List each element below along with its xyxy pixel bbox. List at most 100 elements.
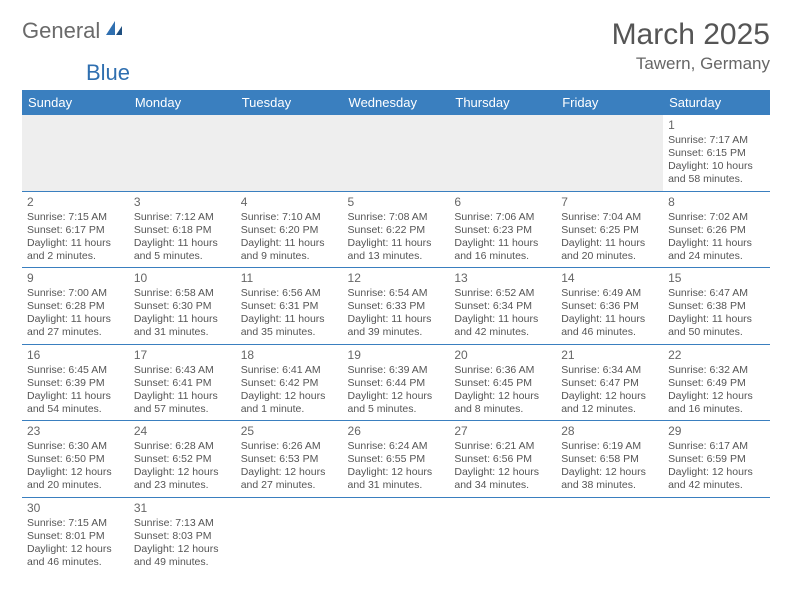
daylight-line: Daylight: 11 hours and 31 minutes. (134, 313, 231, 339)
sunrise-line: Sunrise: 6:41 AM (241, 364, 338, 377)
calendar-cell: 12Sunrise: 6:54 AMSunset: 6:33 PMDayligh… (343, 268, 450, 345)
day-number: 27 (454, 424, 551, 439)
sunrise-line: Sunrise: 6:56 AM (241, 287, 338, 300)
daylight-line: Daylight: 11 hours and 57 minutes. (134, 390, 231, 416)
day-number: 16 (27, 348, 124, 363)
sunset-line: Sunset: 6:28 PM (27, 300, 124, 313)
sunset-line: Sunset: 6:55 PM (348, 453, 445, 466)
sunrise-line: Sunrise: 7:04 AM (561, 211, 658, 224)
day-number: 5 (348, 195, 445, 210)
sunset-line: Sunset: 6:53 PM (241, 453, 338, 466)
sunset-line: Sunset: 6:17 PM (27, 224, 124, 237)
daylight-line: Daylight: 12 hours and 38 minutes. (561, 466, 658, 492)
daylight-line: Daylight: 12 hours and 12 minutes. (561, 390, 658, 416)
sunset-line: Sunset: 6:41 PM (134, 377, 231, 390)
calendar-cell: 9Sunrise: 7:00 AMSunset: 6:28 PMDaylight… (22, 268, 129, 345)
sunset-line: Sunset: 6:52 PM (134, 453, 231, 466)
daylight-line: Daylight: 12 hours and 31 minutes. (348, 466, 445, 492)
day-number: 14 (561, 271, 658, 286)
daylight-line: Daylight: 12 hours and 5 minutes. (348, 390, 445, 416)
calendar-cell: 4Sunrise: 7:10 AMSunset: 6:20 PMDaylight… (236, 191, 343, 268)
calendar-cell: 13Sunrise: 6:52 AMSunset: 6:34 PMDayligh… (449, 268, 556, 345)
day-header: Tuesday (236, 90, 343, 115)
day-number: 12 (348, 271, 445, 286)
day-number: 22 (668, 348, 765, 363)
sunrise-line: Sunrise: 6:52 AM (454, 287, 551, 300)
calendar-cell (343, 497, 450, 573)
calendar-cell: 29Sunrise: 6:17 AMSunset: 6:59 PMDayligh… (663, 421, 770, 498)
calendar-cell: 27Sunrise: 6:21 AMSunset: 6:56 PMDayligh… (449, 421, 556, 498)
calendar-cell (556, 115, 663, 191)
day-number: 26 (348, 424, 445, 439)
daylight-line: Daylight: 12 hours and 8 minutes. (454, 390, 551, 416)
daylight-line: Daylight: 11 hours and 54 minutes. (27, 390, 124, 416)
daylight-line: Daylight: 11 hours and 24 minutes. (668, 237, 765, 263)
sunrise-line: Sunrise: 7:15 AM (27, 517, 124, 530)
daylight-line: Daylight: 12 hours and 23 minutes. (134, 466, 231, 492)
sunset-line: Sunset: 6:33 PM (348, 300, 445, 313)
sunrise-line: Sunrise: 6:19 AM (561, 440, 658, 453)
day-header: Monday (129, 90, 236, 115)
daylight-line: Daylight: 11 hours and 20 minutes. (561, 237, 658, 263)
calendar-cell: 21Sunrise: 6:34 AMSunset: 6:47 PMDayligh… (556, 344, 663, 421)
sunset-line: Sunset: 6:22 PM (348, 224, 445, 237)
daylight-line: Daylight: 12 hours and 46 minutes. (27, 543, 124, 569)
sunrise-line: Sunrise: 7:06 AM (454, 211, 551, 224)
calendar-cell: 28Sunrise: 6:19 AMSunset: 6:58 PMDayligh… (556, 421, 663, 498)
day-number: 9 (27, 271, 124, 286)
daylight-line: Daylight: 10 hours and 58 minutes. (668, 160, 765, 186)
sunrise-line: Sunrise: 7:13 AM (134, 517, 231, 530)
calendar-cell: 3Sunrise: 7:12 AMSunset: 6:18 PMDaylight… (129, 191, 236, 268)
day-number: 31 (134, 501, 231, 516)
sunrise-line: Sunrise: 6:28 AM (134, 440, 231, 453)
calendar-cell: 2Sunrise: 7:15 AMSunset: 6:17 PMDaylight… (22, 191, 129, 268)
day-header: Sunday (22, 90, 129, 115)
sunrise-line: Sunrise: 6:39 AM (348, 364, 445, 377)
calendar-cell: 20Sunrise: 6:36 AMSunset: 6:45 PMDayligh… (449, 344, 556, 421)
day-number: 2 (27, 195, 124, 210)
sunrise-line: Sunrise: 6:30 AM (27, 440, 124, 453)
daylight-line: Daylight: 11 hours and 35 minutes. (241, 313, 338, 339)
sunset-line: Sunset: 8:01 PM (27, 530, 124, 543)
sunrise-line: Sunrise: 7:12 AM (134, 211, 231, 224)
calendar-cell: 11Sunrise: 6:56 AMSunset: 6:31 PMDayligh… (236, 268, 343, 345)
day-number: 6 (454, 195, 551, 210)
day-number: 4 (241, 195, 338, 210)
day-number: 19 (348, 348, 445, 363)
logo-text-general: General (22, 18, 100, 44)
sunset-line: Sunset: 6:26 PM (668, 224, 765, 237)
daylight-line: Daylight: 11 hours and 27 minutes. (27, 313, 124, 339)
day-number: 29 (668, 424, 765, 439)
calendar-cell: 25Sunrise: 6:26 AMSunset: 6:53 PMDayligh… (236, 421, 343, 498)
sunrise-line: Sunrise: 7:08 AM (348, 211, 445, 224)
day-header: Saturday (663, 90, 770, 115)
calendar-cell: 17Sunrise: 6:43 AMSunset: 6:41 PMDayligh… (129, 344, 236, 421)
sunset-line: Sunset: 8:03 PM (134, 530, 231, 543)
logo: General (22, 18, 126, 44)
sunset-line: Sunset: 6:23 PM (454, 224, 551, 237)
day-number: 3 (134, 195, 231, 210)
calendar-cell: 1Sunrise: 7:17 AMSunset: 6:15 PMDaylight… (663, 115, 770, 191)
sunrise-line: Sunrise: 6:45 AM (27, 364, 124, 377)
calendar-cell (236, 497, 343, 573)
sunrise-line: Sunrise: 6:24 AM (348, 440, 445, 453)
sunrise-line: Sunrise: 6:54 AM (348, 287, 445, 300)
daylight-line: Daylight: 11 hours and 50 minutes. (668, 313, 765, 339)
calendar-cell: 19Sunrise: 6:39 AMSunset: 6:44 PMDayligh… (343, 344, 450, 421)
calendar-cell (343, 115, 450, 191)
calendar-cell: 16Sunrise: 6:45 AMSunset: 6:39 PMDayligh… (22, 344, 129, 421)
calendar-cell (556, 497, 663, 573)
logo-sail-icon (104, 19, 124, 44)
day-number: 1 (668, 118, 765, 133)
daylight-line: Daylight: 12 hours and 16 minutes. (668, 390, 765, 416)
sunrise-line: Sunrise: 6:34 AM (561, 364, 658, 377)
calendar-cell: 30Sunrise: 7:15 AMSunset: 8:01 PMDayligh… (22, 497, 129, 573)
sunset-line: Sunset: 6:44 PM (348, 377, 445, 390)
day-number: 30 (27, 501, 124, 516)
day-header: Wednesday (343, 90, 450, 115)
calendar-cell (663, 497, 770, 573)
sunset-line: Sunset: 6:42 PM (241, 377, 338, 390)
day-number: 17 (134, 348, 231, 363)
calendar-cell: 22Sunrise: 6:32 AMSunset: 6:49 PMDayligh… (663, 344, 770, 421)
sunrise-line: Sunrise: 6:58 AM (134, 287, 231, 300)
